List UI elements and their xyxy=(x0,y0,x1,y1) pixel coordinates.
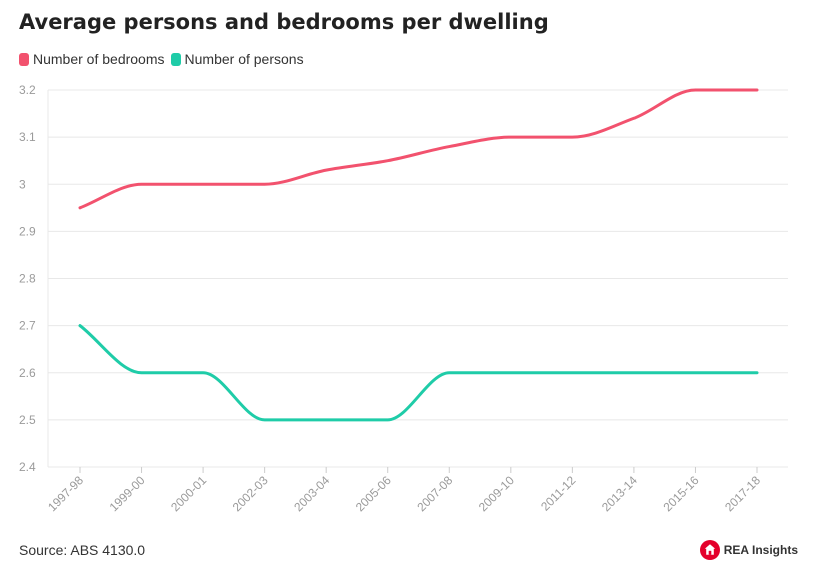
legend-label-persons: Number of persons xyxy=(184,51,304,67)
legend-label-bedrooms: Number of bedrooms xyxy=(33,51,165,67)
legend-swatch-bedrooms xyxy=(19,52,29,66)
x-tick-label: 1997-98 xyxy=(45,473,86,514)
x-tick-label: 2003-04 xyxy=(291,473,332,514)
y-tick-label: 2.4 xyxy=(19,460,36,474)
y-tick-label: 3 xyxy=(19,177,26,191)
x-tick-label: 2013-14 xyxy=(599,473,640,514)
y-tick-label: 2.6 xyxy=(19,366,36,380)
grid-layer xyxy=(47,89,788,468)
source-note: Source: ABS 4130.0 xyxy=(19,542,146,558)
y-tick-label: 2.8 xyxy=(19,272,36,286)
series-layer xyxy=(78,88,759,422)
legend: Number of bedrooms Number of persons xyxy=(19,51,310,67)
line-chart: 2.4 2.5 2.6 2.7 2.8 2.9 3 3.1 3.2 1997-98 1999-00… xyxy=(19,83,788,514)
legend-item-bedrooms[interactable]: Number of bedrooms xyxy=(19,51,165,67)
legend-item-persons[interactable]: Number of persons xyxy=(170,51,304,67)
y-tick-label: 2.5 xyxy=(19,413,36,427)
x-tick-label: 2000-01 xyxy=(168,473,209,514)
x-tick-label: 2011-12 xyxy=(538,473,579,514)
y-axis-ticks: 2.4 2.5 2.6 2.7 2.8 2.9 3 3.1 3.2 xyxy=(19,83,36,474)
x-tick-label: 2017-18 xyxy=(722,473,763,514)
legend-swatch-persons xyxy=(170,52,181,66)
y-tick-label: 2.7 xyxy=(19,319,36,333)
brand-logo: REA Insights xyxy=(699,540,798,560)
y-tick-label: 3.2 xyxy=(19,83,36,97)
x-tick-label: 2002-03 xyxy=(230,473,271,514)
y-tick-label: 3.1 xyxy=(19,130,36,144)
x-tick-label: 2015-16 xyxy=(661,473,702,514)
x-axis-ticks: 1997-98 1999-00 2000-01 2002-03 2003-04 2005-… xyxy=(45,467,763,514)
house-logo-icon xyxy=(699,540,720,560)
brand-name: REA Insights xyxy=(723,543,798,557)
x-tick-label: 1999-00 xyxy=(107,473,148,514)
x-tick-label: 2007-08 xyxy=(414,473,455,514)
x-tick-label: 2009-10 xyxy=(476,473,517,514)
series-line-number-of-persons xyxy=(78,324,759,422)
x-tick-label: 2005-06 xyxy=(353,473,394,514)
chart-title: Average persons and bedrooms per dwellin… xyxy=(19,10,549,34)
y-tick-label: 2.9 xyxy=(19,224,36,238)
series-line-number-of-bedrooms xyxy=(78,88,759,210)
